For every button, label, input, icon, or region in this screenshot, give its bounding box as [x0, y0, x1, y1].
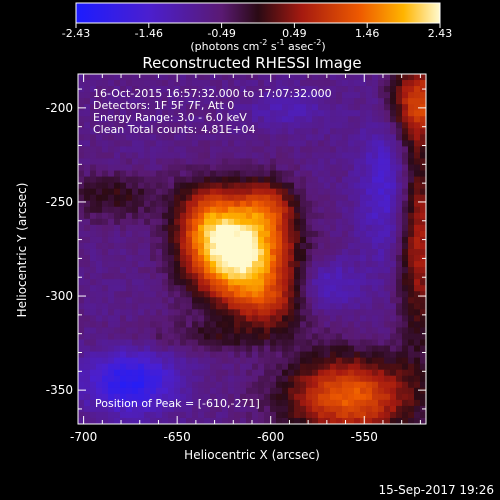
- colorbar-tick-label: -2.43: [62, 27, 90, 40]
- y-tick-label: -300: [46, 289, 73, 303]
- colorbar-gradient: [76, 3, 440, 23]
- info-time-range: 16-Oct-2015 16:57:32.000 to 17:07:32.000: [93, 87, 332, 100]
- x-tick-label: -550: [351, 430, 378, 444]
- x-tick-label: -650: [164, 430, 191, 444]
- colorbar: -2.43 -1.46 -0.49 0.49 1.46 2.43 (photons cm-…: [62, 2, 452, 53]
- colorbar-ticks: -2.43 -1.46 -0.49 0.49 1.46 2.43: [62, 23, 452, 40]
- plot-title: Reconstructed RHESSI Image: [142, 54, 361, 72]
- y-tick-label: -250: [46, 195, 73, 209]
- info-clean-counts: Clean Total counts: 4.81E+04: [93, 123, 256, 136]
- solar-image: [78, 74, 426, 424]
- info-peak-position: Position of Peak = [-610,-271]: [95, 397, 260, 410]
- y-axis-label: Heliocentric Y (arcsec): [15, 183, 29, 318]
- observation-info: 16-Oct-2015 16:57:32.000 to 17:07:32.000…: [93, 87, 332, 410]
- colorbar-unit-label: (photons cm-2 s-1 asec-2): [190, 38, 325, 53]
- colorbar-tick-label: 1.46: [355, 27, 380, 40]
- info-energy-range: Energy Range: 3.0 - 6.0 keV: [93, 111, 247, 124]
- x-tick-label: -700: [70, 430, 97, 444]
- colorbar-frame: [75, 2, 441, 24]
- y-tick-label: -350: [46, 383, 73, 397]
- colorbar-tick-label: -0.49: [207, 27, 235, 40]
- solar-image-pixels: [78, 74, 426, 424]
- axis-ticks: -700 -650 -600 -550 -200 -250 -300 -350: [46, 74, 426, 444]
- colorbar-tick-label: 0.49: [282, 27, 307, 40]
- footer-timestamp: 15-Sep-2017 19:26: [379, 483, 494, 497]
- colorbar-tick-label: 2.43: [428, 27, 453, 40]
- y-tick-label: -200: [46, 101, 73, 115]
- x-axis-label: Heliocentric X (arcsec): [184, 448, 320, 462]
- colorbar-tick-label: -1.46: [135, 27, 163, 40]
- x-tick-label: -600: [257, 430, 284, 444]
- info-detectors: Detectors: 1F 5F 7F, Att 0: [93, 99, 234, 112]
